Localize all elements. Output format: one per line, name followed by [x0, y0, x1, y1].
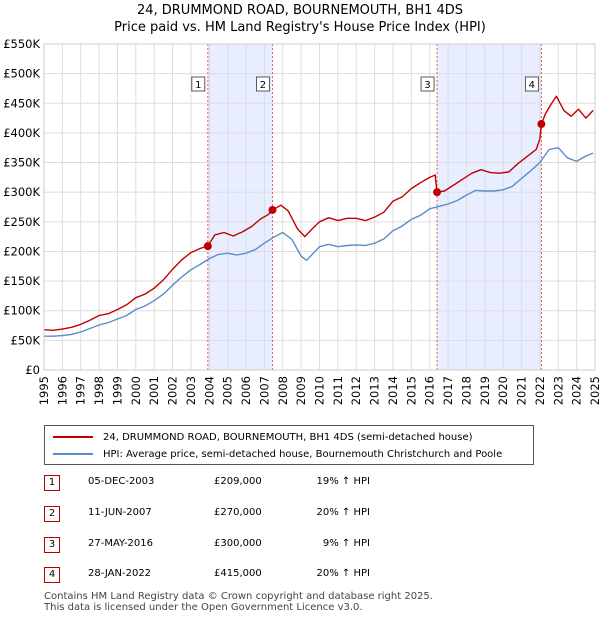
y-tick-label: £100K	[3, 304, 40, 318]
x-tick-label: 1996	[55, 376, 69, 405]
x-tick-label: 2012	[349, 376, 363, 405]
y-tick-label: £150K	[3, 274, 40, 288]
x-tick-label: 2018	[459, 376, 473, 405]
sale-price: £270,000	[214, 507, 262, 518]
sale-label-box	[191, 76, 206, 92]
sale-hpi-diff: 9% ↑ HPI	[322, 538, 370, 549]
sale-hpi-diff: 20% ↑ HPI	[316, 568, 370, 579]
legend-hpi-label: HPI: Average price, semi-detached house,…	[103, 448, 503, 460]
table-row: 3 27-MAY-2016 £300,000 9% ↑ HPI	[0, 537, 600, 555]
y-tick-label: £450K	[3, 96, 40, 110]
y-tick-label: £500K	[3, 67, 40, 81]
sale-date: 05-DEC-2003	[88, 476, 155, 487]
hpi-line	[44, 146, 594, 337]
y-tick-label: £50K	[11, 333, 41, 347]
y-tick-label: £0	[25, 363, 40, 377]
sale-label-box	[524, 76, 539, 92]
sale-date: 27-MAY-2016	[88, 538, 154, 549]
shaded-period	[437, 44, 542, 370]
x-tick-label: 2008	[276, 376, 290, 405]
x-tick-label: 2016	[423, 376, 437, 405]
x-tick-label: 2011	[331, 376, 345, 405]
x-tick-label: 2022	[533, 376, 547, 405]
sale-price: £300,000	[214, 538, 262, 549]
x-tick-label: 2021	[515, 376, 529, 405]
x-tick-label: 2015	[404, 376, 418, 405]
chart-subtitle: Price paid vs. HM Land Registry's House …	[114, 20, 486, 35]
legend-hpi-swatch	[53, 453, 93, 455]
y-tick-label: £300K	[3, 185, 40, 199]
y-tick-label: £200K	[3, 244, 40, 258]
sale-marker	[433, 188, 442, 197]
x-tick-label: 2013	[368, 376, 382, 405]
sale-hpi-diff: 19% ↑ HPI	[316, 476, 370, 487]
x-tick-label: 2006	[239, 376, 253, 405]
sale-marker	[537, 120, 546, 129]
sale-label-text: 4	[529, 80, 535, 91]
x-tick-label: 2007	[257, 376, 271, 405]
property-price-line	[43, 95, 594, 331]
x-tick-label: 2025	[588, 376, 600, 405]
y-tick-label: £550K	[3, 37, 40, 51]
x-tick-label: 2014	[386, 376, 400, 405]
legend-property-swatch	[53, 436, 93, 438]
footer-licence: This data is licensed under the Open Gov…	[44, 602, 363, 613]
sale-number-badge: 2	[44, 506, 60, 522]
table-row: 4 28-JAN-2022 £415,000 20% ↑ HPI	[0, 567, 600, 585]
x-tick-label: 2003	[184, 376, 198, 405]
sale-number-badge: 3	[44, 537, 60, 553]
legend-property-label: 24, DRUMMOND ROAD, BOURNEMOUTH, BH1 4DS …	[103, 431, 473, 443]
legend-property: 24, DRUMMOND ROAD, BOURNEMOUTH, BH1 4DS …	[53, 429, 473, 445]
sale-date: 11-JUN-2007	[88, 507, 152, 518]
shaded-period	[207, 44, 273, 370]
y-tick-label: £350K	[3, 156, 40, 170]
x-tick-label: 1995	[37, 376, 51, 405]
sale-price: £415,000	[214, 568, 262, 579]
footer-copyright: Contains HM Land Registry data © Crown c…	[44, 591, 433, 602]
legend-hpi: HPI: Average price, semi-detached house,…	[53, 446, 502, 462]
sale-marker	[203, 242, 212, 251]
sale-label-text: 2	[260, 80, 266, 91]
x-tick-label: 2024	[570, 376, 584, 405]
x-tick-label: 2010	[313, 376, 327, 405]
sale-label-box	[256, 76, 270, 92]
x-tick-label: 1999	[110, 376, 124, 405]
x-tick-label: 2017	[441, 376, 455, 405]
x-tick-label: 2005	[221, 376, 235, 405]
sale-label-text: 3	[424, 80, 430, 91]
sale-label-text: 1	[195, 80, 201, 91]
sale-marker	[268, 205, 277, 214]
table-row: 2 11-JUN-2007 £270,000 20% ↑ HPI	[0, 506, 600, 524]
sale-number-badge: 4	[44, 567, 60, 583]
sale-label-box	[420, 76, 435, 92]
sale-date: 28-JAN-2022	[88, 568, 152, 579]
table-row: 1 05-DEC-2003 £209,000 19% ↑ HPI	[0, 475, 600, 493]
x-tick-label: 1997	[74, 376, 88, 405]
x-tick-label: 1998	[92, 376, 106, 405]
x-tick-label: 2002	[166, 376, 180, 405]
sale-hpi-diff: 20% ↑ HPI	[316, 507, 370, 518]
price-chart: 1 2 3 4 £0 £50K £100K £150K £200K £250K £300K £350…	[3, 37, 600, 405]
sale-number-badge: 1	[44, 475, 60, 491]
x-tick-label: 2009	[294, 376, 308, 405]
plot-border	[43, 43, 596, 371]
x-tick-label: 2004	[202, 376, 216, 405]
x-tick-label: 2019	[478, 376, 492, 405]
y-tick-label: £250K	[3, 215, 40, 229]
x-tick-label: 2020	[496, 376, 510, 405]
y-tick-label: £400K	[3, 126, 40, 140]
x-tick-label: 2001	[147, 376, 161, 405]
chart-title: 24, DRUMMOND ROAD, BOURNEMOUTH, BH1 4DS	[136, 3, 464, 18]
chart-legend: 24, DRUMMOND ROAD, BOURNEMOUTH, BH1 4DS …	[44, 425, 534, 465]
x-tick-label: 2000	[129, 376, 143, 405]
sale-price: £209,000	[214, 476, 262, 487]
x-tick-label: 2023	[551, 376, 565, 405]
